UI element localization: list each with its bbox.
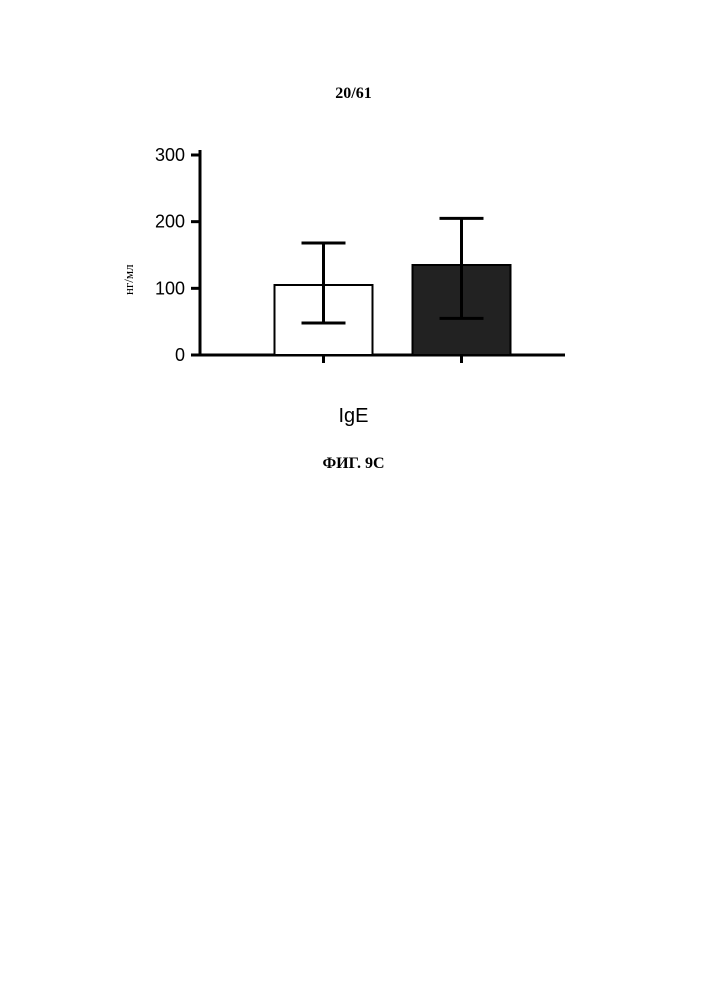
chart-svg: 0 100 200 300	[115, 145, 575, 405]
svg-text:0: 0	[175, 345, 185, 365]
figure-label: ФИГ. 9С	[0, 455, 707, 473]
ige-bar-chart: нг/мл 0 100 200 300	[115, 145, 575, 405]
svg-text:100: 100	[155, 278, 185, 298]
x-axis-label: IgE	[0, 405, 707, 428]
svg-text:300: 300	[155, 145, 185, 165]
y-axis-label: нг/мл	[121, 264, 137, 295]
svg-text:200: 200	[155, 212, 185, 232]
page: 20/61 нг/мл 0 100 200 300 IgE ФИГ. 9С	[0, 0, 707, 1000]
page-number: 20/61	[0, 85, 707, 103]
